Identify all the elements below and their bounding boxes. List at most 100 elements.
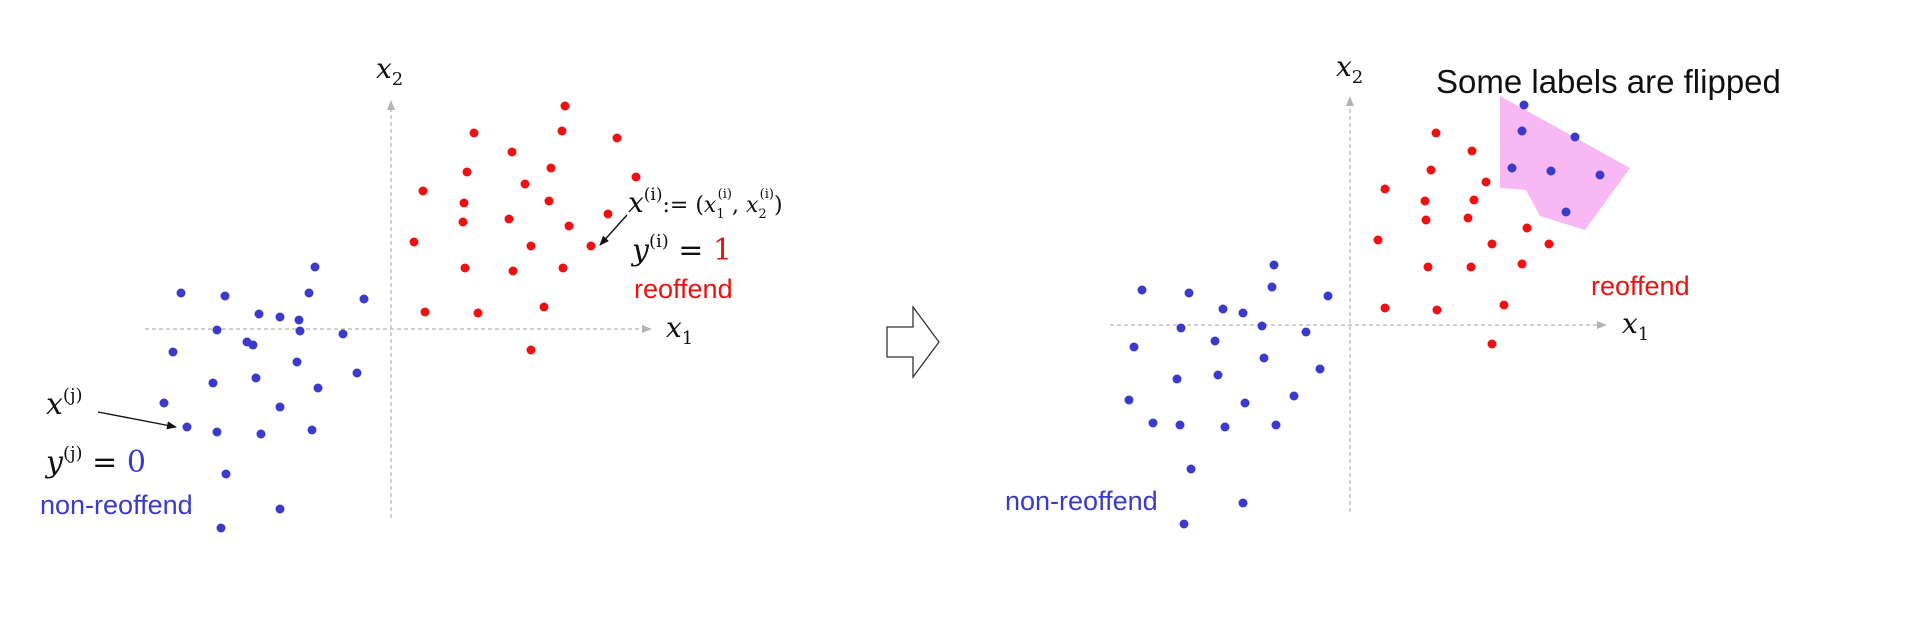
point-i-annotation: x(i):= (x1(i), x2(i)) y(i) = 1 reoffend bbox=[599, 185, 783, 304]
negative-point bbox=[275, 402, 285, 412]
positive-point bbox=[409, 237, 419, 247]
negative-point bbox=[176, 288, 186, 298]
positive-point bbox=[1380, 303, 1390, 313]
flipped-point bbox=[1561, 207, 1571, 217]
positive-point bbox=[420, 307, 430, 317]
right-x-axis-label: x1 bbox=[1622, 307, 1649, 345]
flipped-point bbox=[1570, 132, 1580, 142]
negative-point bbox=[256, 429, 266, 439]
negative-point bbox=[168, 347, 178, 357]
negative-point bbox=[248, 340, 258, 350]
negative-point bbox=[1257, 321, 1267, 331]
left-panel: x1 x2 x(i):= (x1(i), x2(i)) y(i) = 1 reo… bbox=[40, 52, 783, 533]
negative-point bbox=[1129, 342, 1139, 352]
positive-point bbox=[1423, 262, 1433, 272]
negative-point bbox=[182, 422, 192, 432]
positive-point bbox=[1432, 305, 1442, 315]
point-j-label-equation: y(j) = 0 bbox=[44, 443, 146, 480]
negative-point bbox=[359, 294, 369, 304]
positive-point bbox=[544, 196, 554, 206]
negative-point bbox=[159, 398, 169, 408]
left-x-axis-arrow-icon bbox=[642, 325, 652, 333]
negative-point bbox=[295, 326, 305, 336]
positive-point bbox=[462, 167, 472, 177]
negative-point bbox=[1240, 398, 1250, 408]
negative-point bbox=[1289, 391, 1299, 401]
negative-point bbox=[294, 315, 304, 325]
flipped-point bbox=[1517, 126, 1527, 136]
positive-point bbox=[508, 266, 518, 276]
negative-point bbox=[1176, 323, 1186, 333]
point-i-definition: x(i):= (x1(i), x2(i)) bbox=[628, 185, 783, 222]
positive-point bbox=[557, 126, 567, 136]
negative-point bbox=[1315, 364, 1325, 374]
positive-point bbox=[418, 186, 428, 196]
negative-point bbox=[208, 378, 218, 388]
left-axes: x1 x2 bbox=[145, 52, 693, 518]
negative-point bbox=[1175, 420, 1185, 430]
negative-point bbox=[1238, 498, 1248, 508]
negative-point bbox=[1269, 260, 1279, 270]
positive-point bbox=[546, 163, 556, 173]
right-flipped-points bbox=[1507, 100, 1605, 217]
left-reoffend-label: reoffend bbox=[634, 274, 733, 304]
negative-point bbox=[275, 504, 285, 514]
right-positive-points bbox=[1373, 128, 1554, 349]
positive-point bbox=[1544, 239, 1554, 249]
positive-point bbox=[1517, 259, 1527, 269]
negative-point bbox=[220, 291, 230, 301]
negative-point bbox=[1220, 422, 1230, 432]
point-j-pointer bbox=[97, 411, 177, 430]
negative-point bbox=[1323, 291, 1333, 301]
positive-point bbox=[1380, 184, 1390, 194]
positive-point bbox=[1487, 339, 1497, 349]
left-x-axis-label: x1 bbox=[666, 311, 693, 349]
positive-point bbox=[526, 241, 536, 251]
negative-point bbox=[212, 325, 222, 335]
point-i-label-equation: y(i) = 1 bbox=[630, 231, 732, 268]
positive-point bbox=[558, 263, 568, 273]
positive-point bbox=[1522, 223, 1532, 233]
negative-point bbox=[1137, 285, 1147, 295]
point-j-variable: x(j) bbox=[46, 385, 83, 422]
positive-point bbox=[1426, 165, 1436, 175]
right-y-axis-label: x2 bbox=[1336, 50, 1363, 88]
negative-point bbox=[221, 469, 231, 479]
positive-point bbox=[1421, 215, 1431, 225]
positive-point bbox=[612, 133, 622, 143]
negative-point bbox=[212, 427, 222, 437]
negative-point bbox=[1218, 304, 1228, 314]
right-negative-points bbox=[1124, 260, 1333, 529]
negative-point bbox=[275, 312, 285, 322]
positive-point bbox=[1420, 196, 1430, 206]
positive-point bbox=[1431, 128, 1441, 138]
flipped-point bbox=[1595, 170, 1605, 180]
positive-point bbox=[1487, 239, 1497, 249]
negative-point bbox=[310, 262, 320, 272]
negative-point bbox=[251, 373, 261, 383]
positive-point bbox=[631, 172, 641, 182]
positive-point bbox=[1481, 177, 1491, 187]
negative-point bbox=[307, 425, 317, 435]
negative-point bbox=[1271, 420, 1281, 430]
positive-point bbox=[1469, 195, 1479, 205]
right-arrow-icon bbox=[886, 305, 940, 379]
positive-point bbox=[459, 198, 469, 208]
positive-point bbox=[560, 101, 570, 111]
flipped-point bbox=[1519, 100, 1529, 110]
positive-point bbox=[1499, 300, 1509, 310]
positive-point bbox=[1463, 213, 1473, 223]
positive-point bbox=[469, 128, 479, 138]
negative-point bbox=[338, 329, 348, 339]
negative-point bbox=[1238, 308, 1248, 318]
negative-point bbox=[1148, 418, 1158, 428]
negative-point bbox=[1179, 519, 1189, 529]
flipped-point bbox=[1507, 163, 1517, 173]
flipped-point bbox=[1546, 166, 1556, 176]
positive-point bbox=[504, 214, 514, 224]
positive-point bbox=[458, 217, 468, 227]
negative-point bbox=[1210, 336, 1220, 346]
negative-point bbox=[1172, 374, 1182, 384]
positive-point bbox=[603, 209, 613, 219]
